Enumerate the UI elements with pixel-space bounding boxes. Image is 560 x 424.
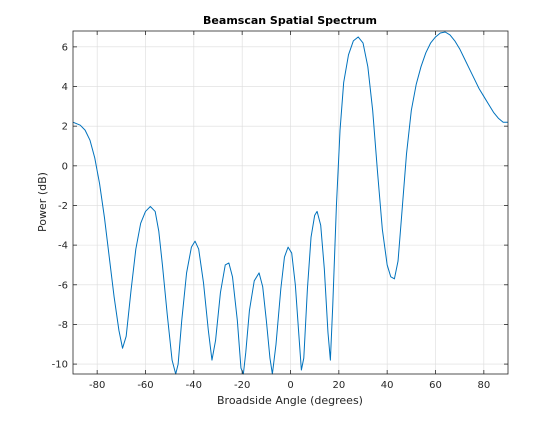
y-tick-label: -2 (58, 201, 68, 212)
x-axis-label: Broadside Angle (degrees) (217, 394, 363, 407)
x-tick-label: -40 (186, 380, 202, 391)
x-ticks: -80 -60 -40 -20 0 20 40 60 80 (89, 31, 490, 391)
x-tick-label: 60 (429, 380, 442, 391)
y-tick-label: -4 (58, 241, 68, 252)
y-tick-label: -10 (52, 360, 68, 371)
grid (73, 31, 508, 374)
y-tick-label: -6 (58, 280, 68, 291)
x-tick-label: -80 (89, 380, 105, 391)
x-tick-label: 40 (381, 380, 394, 391)
chart-title: Beamscan Spatial Spectrum (203, 14, 377, 27)
y-tick-label: -8 (58, 320, 68, 331)
x-tick-label: 0 (287, 380, 293, 391)
x-tick-label: -60 (137, 380, 153, 391)
y-axis-label: Power (dB) (36, 172, 49, 232)
x-tick-label: 80 (477, 380, 490, 391)
series-layer (72, 31, 508, 375)
x-tick-label: 20 (332, 380, 345, 391)
y-tick-label: 6 (62, 42, 68, 53)
y-ticks: -10 -8 -6 -4 -2 0 2 4 6 (52, 42, 508, 371)
y-tick-label: 4 (62, 82, 68, 93)
y-tick-label: 0 (62, 161, 68, 172)
spectrum-line (72, 31, 508, 375)
y-tick-label: 2 (62, 122, 68, 133)
x-tick-label: -20 (234, 380, 250, 391)
